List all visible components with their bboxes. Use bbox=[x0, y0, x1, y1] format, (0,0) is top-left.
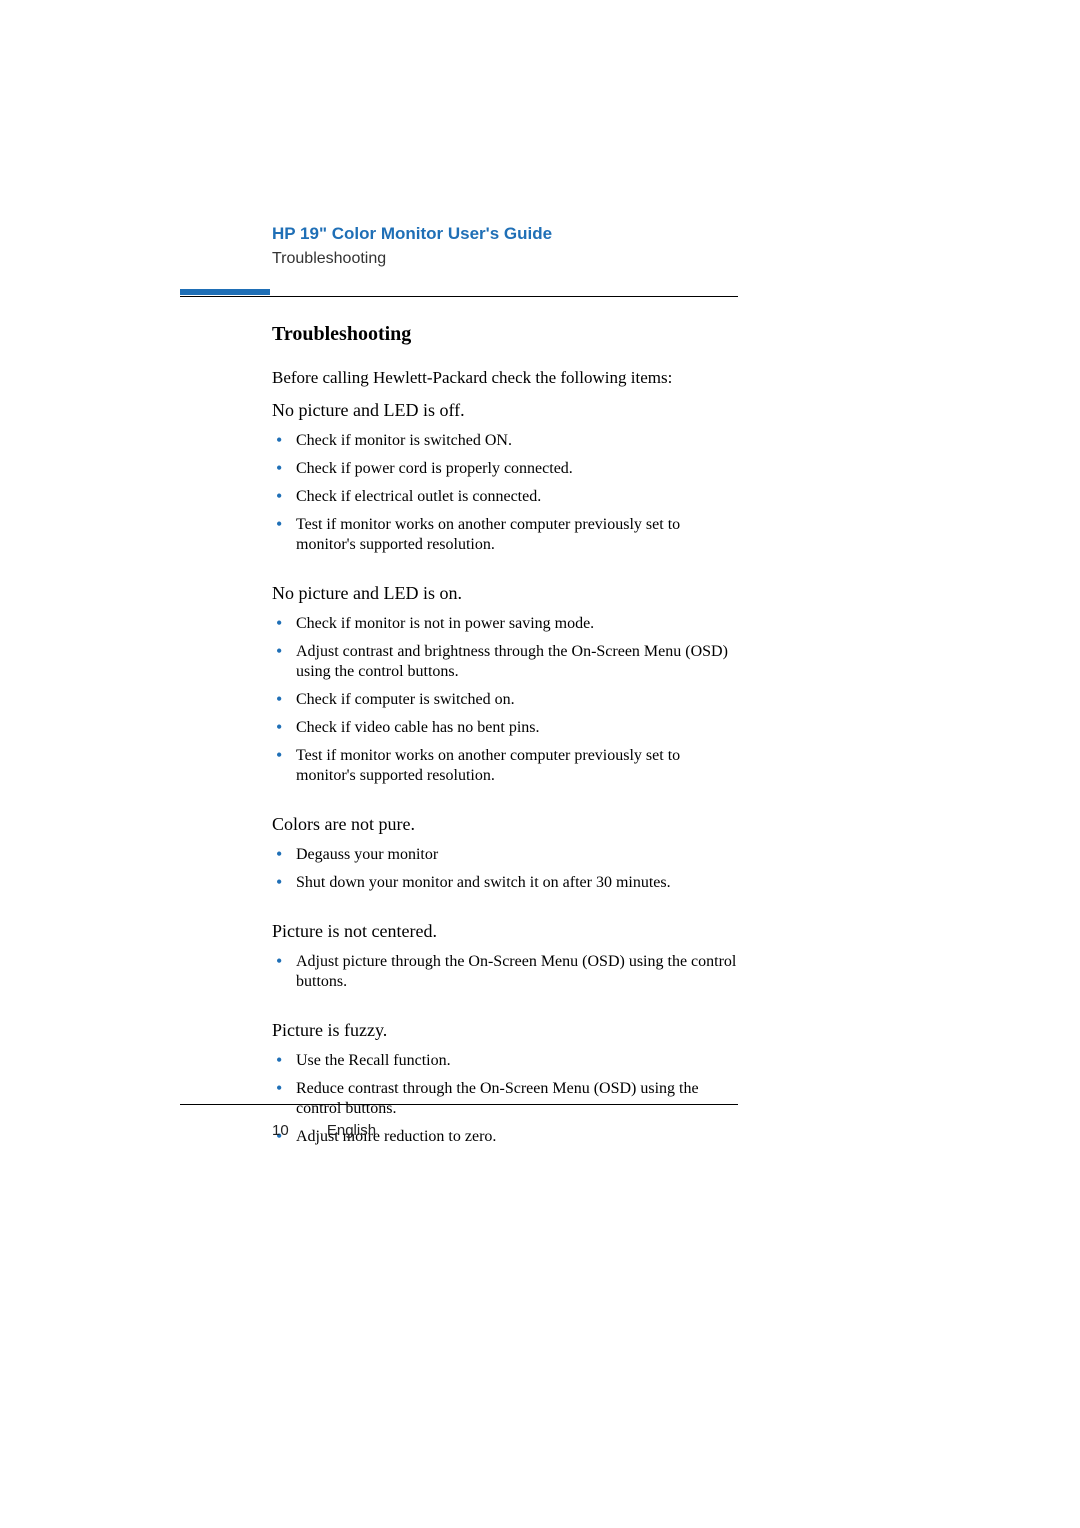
content-column: Troubleshooting Before calling Hewlett-P… bbox=[272, 297, 738, 1147]
list-item: Adjust contrast and brightness through t… bbox=[272, 642, 738, 682]
bottom-rule bbox=[180, 1104, 738, 1105]
troubleshooting-block: Picture is not centered. Adjust picture … bbox=[272, 921, 738, 992]
page-footer: 10 English bbox=[272, 1122, 376, 1139]
list-item: Use the Recall function. bbox=[272, 1051, 738, 1071]
list-item: Test if monitor works on another compute… bbox=[272, 515, 738, 555]
page-number: 10 bbox=[272, 1122, 289, 1139]
bullet-list: Degauss your monitor Shut down your moni… bbox=[272, 845, 738, 893]
doc-subtitle: Troubleshooting bbox=[272, 250, 1080, 268]
intro-text: Before calling Hewlett-Packard check the… bbox=[272, 368, 738, 388]
block-title: Colors are not pure. bbox=[272, 814, 738, 835]
bullet-list: Check if monitor is switched ON. Check i… bbox=[272, 431, 738, 555]
block-title: Picture is not centered. bbox=[272, 921, 738, 942]
bullet-list: Adjust picture through the On-Screen Men… bbox=[272, 952, 738, 992]
list-item: Check if electrical outlet is connected. bbox=[272, 487, 738, 507]
list-item: Shut down your monitor and switch it on … bbox=[272, 873, 738, 893]
list-item: Check if monitor is switched ON. bbox=[272, 431, 738, 451]
list-item: Check if video cable has no bent pins. bbox=[272, 718, 738, 738]
block-title: No picture and LED is on. bbox=[272, 583, 738, 604]
troubleshooting-block: No picture and LED is off. Check if moni… bbox=[272, 400, 738, 555]
troubleshooting-block: No picture and LED is on. Check if monit… bbox=[272, 583, 738, 786]
list-item: Degauss your monitor bbox=[272, 845, 738, 865]
page: HP 19" Color Monitor User's Guide Troubl… bbox=[0, 0, 1080, 1528]
doc-title: HP 19" Color Monitor User's Guide bbox=[272, 224, 1080, 244]
list-item: Check if monitor is not in power saving … bbox=[272, 614, 738, 634]
accent-bar bbox=[180, 289, 270, 295]
section-heading: Troubleshooting bbox=[272, 323, 738, 346]
bullet-list: Check if monitor is not in power saving … bbox=[272, 614, 738, 786]
list-item: Reduce contrast through the On-Screen Me… bbox=[272, 1079, 738, 1119]
list-item: Check if power cord is properly connecte… bbox=[272, 459, 738, 479]
troubleshooting-block: Colors are not pure. Degauss your monito… bbox=[272, 814, 738, 893]
footer-language: English bbox=[327, 1122, 376, 1139]
block-title: No picture and LED is off. bbox=[272, 400, 738, 421]
list-item: Check if computer is switched on. bbox=[272, 690, 738, 710]
block-title: Picture is fuzzy. bbox=[272, 1020, 738, 1041]
list-item: Test if monitor works on another compute… bbox=[272, 746, 738, 786]
list-item: Adjust picture through the On-Screen Men… bbox=[272, 952, 738, 992]
